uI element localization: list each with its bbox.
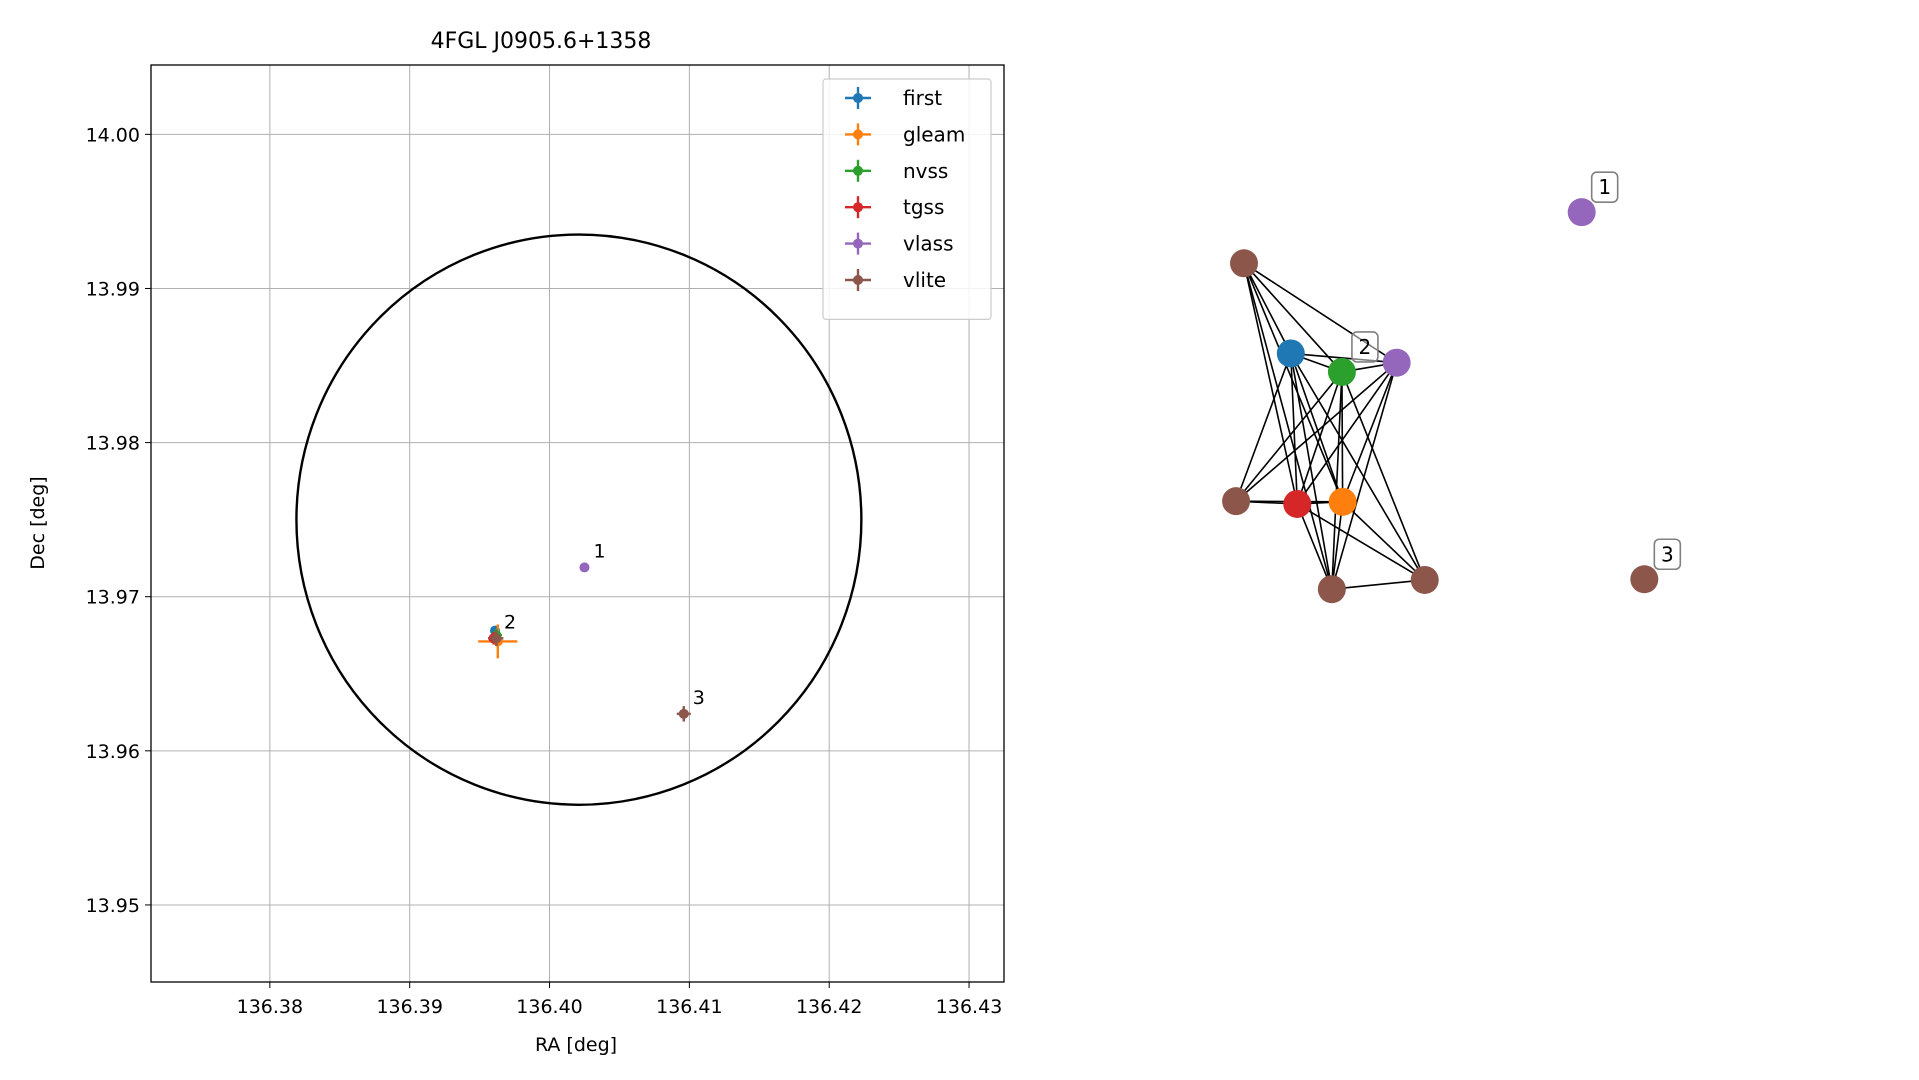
graph-node-vlite [1630, 565, 1659, 594]
legend-item-first: first [845, 86, 942, 110]
graph-node-vlass [1567, 198, 1596, 227]
legend-label: nvss [903, 159, 948, 183]
error-region-layer [295, 233, 863, 806]
graph-edge [1341, 371, 1426, 581]
graph-edge [1341, 371, 1344, 502]
graph-cluster-label: 3 [1653, 538, 1682, 571]
legend-label: vlite [903, 268, 946, 292]
y-tick-label: 13.97 [86, 587, 140, 609]
graph-node-gleam [1328, 487, 1357, 516]
y-tick-label: 13.96 [86, 741, 140, 763]
legend-item-tgss: tgss [845, 195, 944, 219]
legend-marker [853, 129, 863, 140]
x-tick-label: 136.43 [936, 996, 1002, 1018]
legend-label: tgss [903, 195, 944, 219]
graph-edge [1243, 262, 1292, 354]
legend-marker [853, 93, 863, 103]
marker [491, 633, 502, 644]
series-layer [478, 562, 691, 722]
y-tick-label: 13.98 [86, 433, 140, 455]
legend-marker [853, 275, 863, 285]
marker [678, 708, 689, 719]
graph-cluster-label: 1 [1590, 171, 1619, 203]
legend-label: vlass [903, 232, 954, 256]
graph-edge [1243, 262, 1343, 373]
legend-marker [853, 202, 863, 213]
network-graph: 1 2 3 [1222, 171, 1682, 604]
graph-edge [1243, 262, 1344, 503]
point-annotation: 2 [504, 611, 516, 633]
graph-edge [1235, 371, 1343, 502]
x-tick-label: 136.41 [656, 996, 722, 1018]
legend-item-gleam: gleam [845, 122, 965, 146]
graph-edge [1290, 353, 1344, 503]
graph-edge [1341, 362, 1398, 503]
label-text: 3 [1661, 542, 1674, 566]
graph-edge [1243, 263, 1333, 590]
graph-edge [1331, 371, 1343, 590]
graph-edge [1290, 353, 1426, 581]
graph-edge [1290, 353, 1299, 505]
graph-edge [1331, 501, 1344, 590]
legend-marker [853, 165, 863, 176]
legend-label: gleam [903, 122, 965, 146]
graph-edge [1243, 263, 1299, 505]
graph-node-vlite [1317, 575, 1346, 604]
graph-edge [1296, 362, 1398, 505]
graph-edge [1235, 353, 1292, 502]
label-box [1351, 331, 1379, 363]
data-point-vlass [579, 562, 590, 573]
graph-edge [1290, 353, 1333, 590]
data-point-vlite [489, 630, 504, 647]
graph-node-tgss [1283, 489, 1312, 518]
legend-label: first [903, 86, 942, 110]
label-text: 2 [1359, 335, 1372, 359]
label-box [1590, 171, 1619, 203]
legend-marker [853, 238, 863, 249]
tick-layer: 136.38 136.39 136.40 136.41 136.42 136.43 13.9… [86, 124, 1003, 1018]
graph-node-vlass [1382, 348, 1411, 377]
error-ellipse [295, 233, 863, 806]
legend-box [822, 78, 992, 320]
graph-edge [1331, 362, 1398, 590]
y-tick-label: 13.95 [86, 895, 140, 917]
y-tick-label: 14.00 [86, 124, 140, 146]
label-text: 1 [1598, 175, 1611, 199]
legend: first gleam nvss tgss vlass vlite [822, 78, 992, 320]
x-tick-label: 136.38 [237, 996, 303, 1018]
legend-item-nvss: nvss [845, 159, 948, 183]
graph-node-vlite [1230, 249, 1258, 278]
graph-node-nvss [1327, 357, 1356, 386]
plot-frame [150, 64, 1005, 983]
graph-node-vlite [1410, 565, 1439, 594]
annotation-layer: 1 2 3 [504, 540, 705, 708]
x-tick-label: 136.39 [376, 996, 442, 1018]
legend-item-vlite: vlite [845, 268, 946, 292]
graph-edge [1296, 503, 1426, 581]
marker [579, 562, 590, 573]
x-tick-label: 136.40 [516, 996, 582, 1018]
chart-title: 4FGL J0905.6+1358 [431, 29, 652, 54]
graph-cluster-label: 2 [1351, 331, 1379, 363]
x-tick-label: 136.42 [796, 996, 862, 1018]
graph-edge [1342, 501, 1426, 581]
x-axis-label: RA [deg] [535, 1034, 617, 1056]
point-annotation: 1 [593, 540, 605, 562]
y-tick-label: 13.99 [86, 278, 140, 300]
graph-edge [1296, 371, 1343, 505]
graph-node-first [1276, 339, 1305, 368]
graph-node-vlite [1222, 487, 1251, 516]
graph-edge [1296, 503, 1333, 590]
data-point-vlite [676, 706, 691, 722]
graph-edge [1331, 579, 1425, 590]
label-box [1653, 538, 1682, 571]
y-axis-label: Dec [deg] [27, 476, 49, 569]
point-annotation: 3 [693, 687, 705, 709]
legend-item-vlass: vlass [845, 232, 954, 256]
graph-edge [1235, 362, 1398, 502]
